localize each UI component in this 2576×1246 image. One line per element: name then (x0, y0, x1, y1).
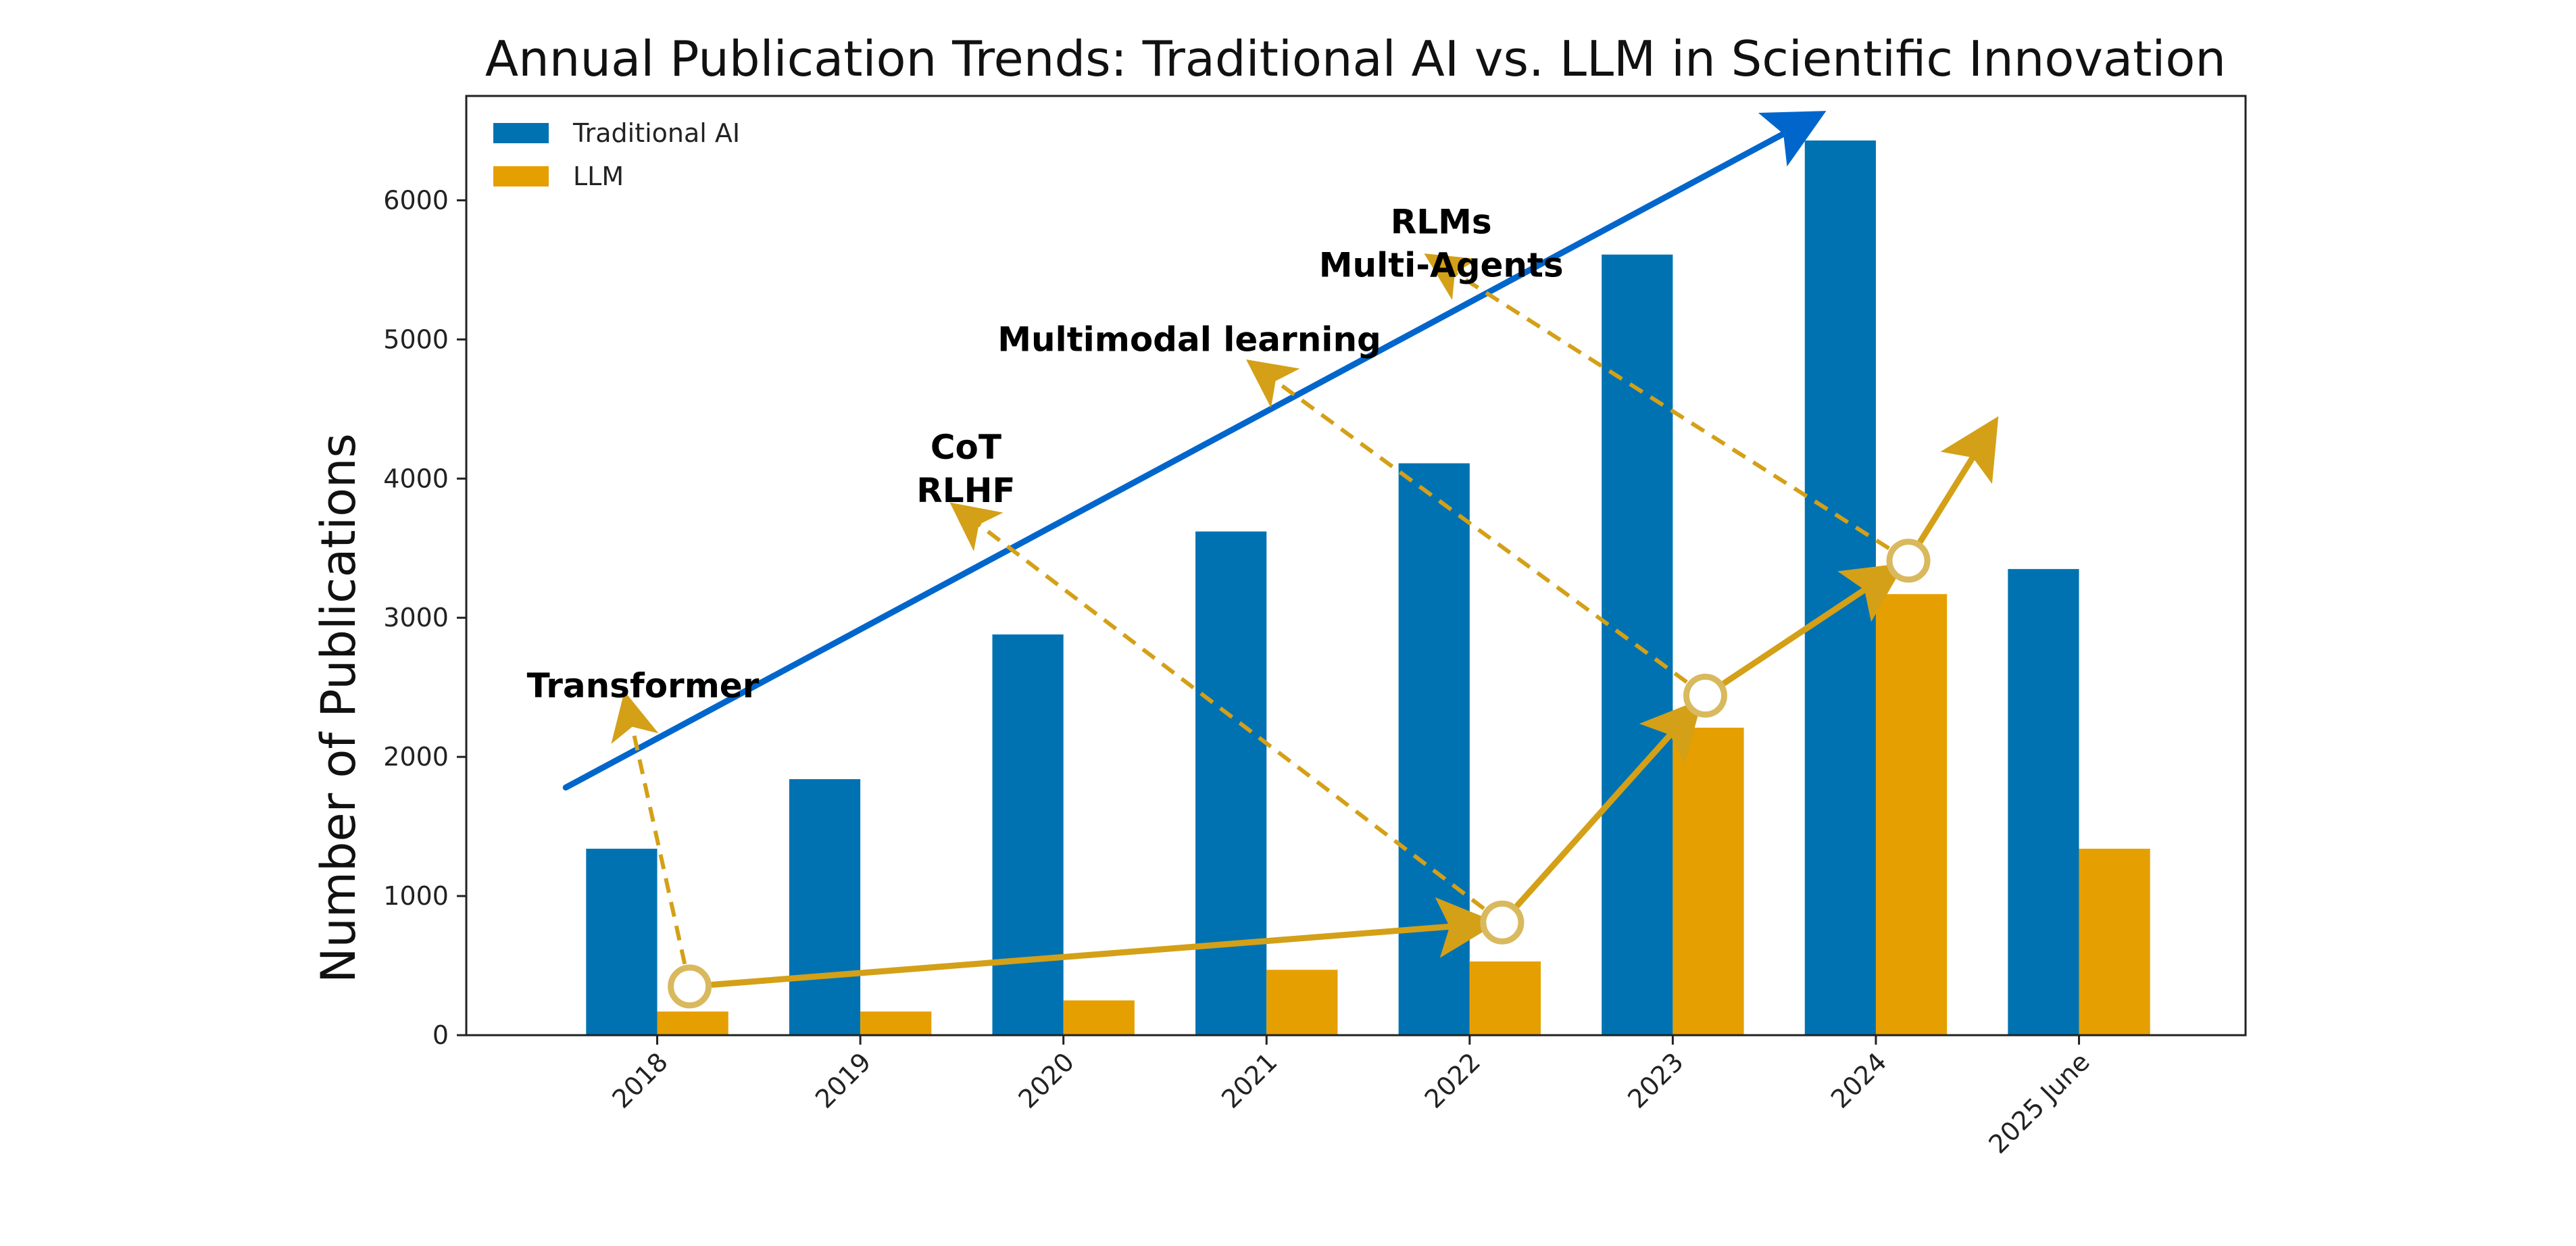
milestone-path-arrow (710, 897, 1498, 988)
milestone-label: CoT RLHF (916, 428, 1015, 510)
x-tick-label: 2024 (1825, 1047, 1893, 1114)
legend-label: Traditional AI (572, 118, 740, 148)
chart-title: Annual Publication Trends: Traditional A… (485, 30, 2226, 87)
milestone-label: Multimodal learning (997, 320, 1381, 359)
legend: Traditional AI LLM (493, 118, 740, 191)
milestone-label: Transformer (527, 666, 760, 705)
bar-llm-2020 (1063, 1000, 1135, 1035)
y-tick-label: 2000 (383, 742, 449, 772)
bar-llm-2021 (1266, 970, 1338, 1035)
milestone-dashed-arrow (949, 502, 1485, 911)
legend-swatch (493, 166, 549, 186)
bar-traditional-ai-2020 (992, 634, 1064, 1035)
bar-llm-2018 (657, 1011, 728, 1035)
milestone-circle (1886, 539, 1931, 583)
bar-llm-2024 (1875, 594, 1948, 1035)
x-tick-label: 2023 (1622, 1047, 1689, 1114)
bar-traditional-ai-2019 (789, 779, 861, 1035)
trend-arrow (562, 111, 1827, 791)
bar-llm-2019 (860, 1011, 932, 1035)
y-tick-label: 5000 (383, 324, 449, 354)
bar-traditional-ai-2022 (1398, 463, 1470, 1035)
x-tick-label: 2021 (1216, 1047, 1283, 1114)
plot-frame (465, 95, 2247, 1037)
milestone-path-arrow (1721, 563, 1906, 687)
bar-llm-2022 (1469, 961, 1541, 1035)
y-tick-label: 1000 (383, 881, 449, 911)
milestone-path-arrow (1514, 699, 1703, 909)
milestone-circle (1683, 674, 1727, 718)
x-tick-label: 2019 (810, 1047, 877, 1114)
bar-traditional-ai-2018 (586, 849, 658, 1035)
milestone-dashed-arrow (1424, 253, 1890, 551)
overlay-layer: Transformer CoT RLHF Multimodal learning RLM… (527, 111, 1999, 1009)
milestone-circle (668, 964, 712, 1009)
bars-layer (586, 140, 2150, 1036)
legend-label: LLM (573, 161, 624, 191)
bar-llm-2025-june (2079, 849, 2150, 1035)
milestone-circle (1480, 900, 1525, 945)
bar-llm-2023 (1673, 727, 1744, 1035)
y-tick-label: 4000 (383, 464, 449, 493)
y-axis-label: Number of Publications (311, 433, 366, 983)
milestone-label: RLMs Multi-Agents (1319, 202, 1564, 284)
milestone-path-arrow (1917, 416, 1999, 545)
y-tick-label: 0 (432, 1020, 449, 1050)
y-tick-label: 6000 (383, 185, 449, 215)
x-tick-label: 2020 (1013, 1047, 1081, 1114)
milestone-dashed-arrow (611, 691, 687, 965)
bar-traditional-ai-2021 (1195, 531, 1267, 1035)
x-tick-label: 2018 (606, 1047, 674, 1114)
x-tick-label: 2022 (1419, 1047, 1487, 1114)
legend-swatch (493, 123, 549, 143)
y-tick-label: 3000 (383, 603, 449, 632)
bar-traditional-ai-2025-june (2008, 569, 2079, 1035)
milestone-dashed-arrow (1246, 359, 1688, 684)
x-tick-label: 2025 June (1983, 1047, 2096, 1160)
